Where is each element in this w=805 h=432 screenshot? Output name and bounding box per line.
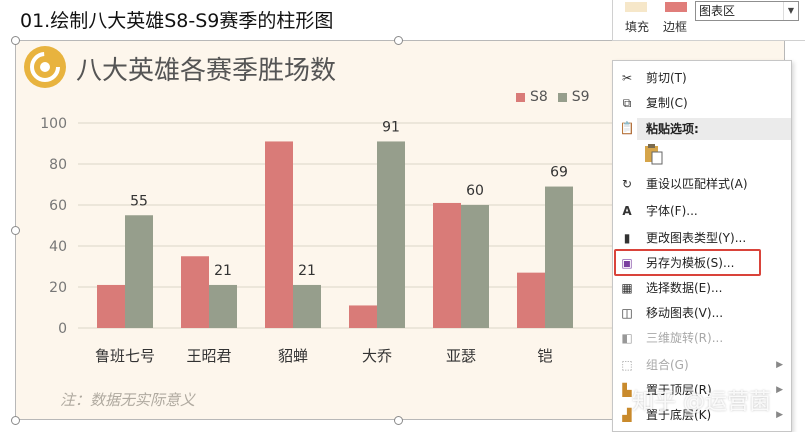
- x-tick-label: 铠: [537, 347, 552, 365]
- group-icon: ⬚: [621, 358, 633, 372]
- watermark: 知乎 @运营菌: [632, 390, 771, 415]
- x-tick-label: 大乔: [362, 347, 392, 365]
- format-ribbon: 填充 边框 图表区 ▼: [612, 0, 805, 41]
- bar-s9-3: [377, 141, 405, 328]
- select-data-icon: ▦: [621, 281, 633, 295]
- chart-note: 注：数据无实际意义: [60, 391, 196, 409]
- legend-label-s9: S9: [571, 89, 590, 105]
- font-icon: A: [622, 204, 632, 218]
- page-heading: 01.绘制八大英雄S8-S9赛季的柱形图: [20, 10, 334, 32]
- bar-s9-1: [209, 284, 237, 328]
- menu-item-paste-options: 📋: [613, 116, 791, 140]
- menu-item-bring-to-front[interactable]: ▙ 置于顶层(R) ▶: [613, 378, 791, 402]
- bar-s8-4: [433, 202, 461, 328]
- resize-handle-top-left[interactable]: [11, 36, 20, 45]
- bar-s8-1: [181, 256, 209, 328]
- bar-s8-2: [265, 141, 293, 328]
- chart-element-select-value: 图表区: [699, 4, 736, 18]
- border-color-icon[interactable]: [665, 2, 687, 12]
- resize-handle-top-center[interactable]: [394, 36, 403, 45]
- legend-swatch-s9: [557, 92, 567, 102]
- menu-item-send-to-back[interactable]: ▟ 置于底层(K) ▶: [613, 403, 791, 427]
- bar-s8-0: [97, 284, 125, 328]
- resize-handle-bottom-left[interactable]: [11, 416, 20, 425]
- legend-item-s8: S8: [516, 89, 548, 105]
- paste-keep-format-icon[interactable]: [644, 143, 664, 165]
- menu-item-reset-style[interactable]: ↻ 重设以匹配样式(A): [621, 177, 748, 191]
- paste-options-header: 粘贴选项:: [637, 118, 791, 140]
- y-tick-label: 80: [49, 157, 67, 173]
- context-menu: ✂ 剪切(T) ⧉ 复制(C) 📋 粘贴选项: ↻ 重设以匹配样式(A) A 字…: [612, 60, 792, 432]
- legend-item-s9: S9: [557, 89, 590, 105]
- chart-title: 八大英雄各赛季胜场数: [76, 56, 337, 86]
- bar-s9-2: [293, 284, 321, 328]
- menu-item-select-data[interactable]: ▦ 选择数据(E)...: [621, 281, 723, 295]
- y-tick-label: 20: [49, 280, 67, 296]
- y-tick-label: 40: [49, 239, 67, 255]
- bring-front-icon: ▙: [622, 383, 632, 397]
- copy-icon: ⧉: [622, 96, 632, 110]
- rotate-3d-icon: ◧: [621, 331, 633, 345]
- save-template-icon: ▣: [621, 256, 633, 270]
- fill-color-icon[interactable]: [625, 2, 647, 12]
- chart-element-select[interactable]: 图表区 ▼: [695, 1, 799, 21]
- data-label: 55: [130, 193, 148, 209]
- scissors-icon: ✂: [621, 71, 633, 85]
- fill-button[interactable]: 填充: [625, 20, 650, 34]
- resize-handle-middle-left[interactable]: [11, 226, 20, 235]
- move-chart-icon: ◫: [621, 306, 633, 320]
- bar-s9-4: [461, 205, 489, 328]
- legend-swatch-s8: [516, 92, 525, 102]
- y-tick-label: 60: [49, 198, 67, 214]
- bar-s9-5: [545, 186, 573, 328]
- menu-item-group: ⬚ 组合(G) ▶: [613, 353, 791, 377]
- data-label: 21: [298, 263, 316, 279]
- bar-s9-0: [125, 215, 153, 328]
- border-button[interactable]: 边框: [663, 20, 688, 34]
- logo-icon: [24, 46, 66, 88]
- y-tick-label: 100: [40, 116, 67, 132]
- menu-item-save-as-template[interactable]: ▣ 另存为模板(S)...: [621, 256, 735, 270]
- x-tick-label: 貂蝉: [278, 347, 308, 365]
- data-label: 91: [382, 119, 400, 135]
- send-back-icon: ▟: [622, 408, 632, 422]
- menu-item-copy[interactable]: ⧉ 复制(C): [613, 91, 791, 115]
- menu-item-change-chart-type[interactable]: ▮ 更改图表类型(Y)...: [613, 226, 791, 250]
- x-tick-label: 亚瑟: [446, 347, 476, 365]
- submenu-arrow-icon: ▶: [776, 385, 783, 395]
- menu-item-3d-rotation: ◧ 三维旋转(R)...: [621, 331, 724, 345]
- bar-s8-5: [517, 272, 545, 328]
- menu-item-cut[interactable]: ✂ 剪切(T): [621, 71, 687, 85]
- data-label: 21: [214, 263, 232, 279]
- x-tick-label: 鲁班七号: [95, 347, 155, 365]
- resize-handle-bottom-center[interactable]: [394, 416, 403, 425]
- chevron-down-icon[interactable]: ▼: [783, 2, 798, 20]
- paste-icon: 📋: [619, 121, 635, 135]
- x-tick-label: 王昭君: [186, 347, 231, 365]
- chart-type-icon: ▮: [623, 231, 631, 245]
- submenu-arrow-icon: ▶: [776, 410, 783, 420]
- menu-item-move-chart[interactable]: ◫ 移动图表(V)...: [621, 306, 724, 320]
- data-label: 60: [466, 183, 484, 199]
- chart-legend: S8 S9: [516, 89, 590, 105]
- submenu-arrow-icon: ▶: [776, 360, 783, 370]
- bar-s8-3: [349, 305, 377, 328]
- legend-label-s8: S8: [530, 89, 548, 105]
- data-label: 69: [550, 165, 568, 181]
- y-tick-label: 0: [58, 321, 67, 337]
- reset-style-icon: ↻: [621, 177, 633, 191]
- menu-item-font[interactable]: A 字体(F)...: [613, 199, 791, 223]
- save-as-template-highlight: [614, 249, 761, 276]
